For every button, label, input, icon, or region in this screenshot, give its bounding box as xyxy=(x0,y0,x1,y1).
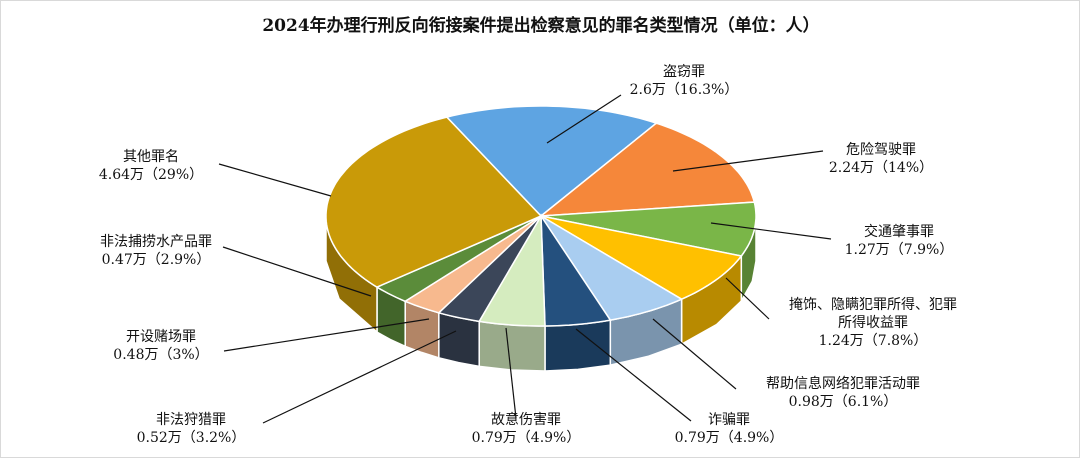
leader-line xyxy=(575,328,692,422)
category-label: 掩饰、隐瞒犯罪所得、犯罪所得收益罪 xyxy=(789,297,957,331)
slice-side xyxy=(478,320,546,372)
category-label: 非法捕捞水产品罪 xyxy=(100,234,212,250)
leader-line xyxy=(262,330,457,424)
category-label: 交通肇事罪 xyxy=(864,224,934,240)
slice xyxy=(375,215,542,303)
category-label: 帮助信息网络犯罪活动罪 xyxy=(766,376,920,392)
slice xyxy=(540,201,757,257)
chart-title: 2024年办理行刑反向衔接案件提出检察意见的罪名类型情况（单位：人） xyxy=(262,16,820,36)
value-label: 0.48万（3%） xyxy=(113,347,209,363)
category-label: 非法狩猎罪 xyxy=(156,412,226,428)
data-label: 盗窃罪 2.6万（16.3%） xyxy=(630,63,739,99)
slice xyxy=(540,213,612,327)
leader-line xyxy=(672,150,824,172)
category-label: 开设赌场罪 xyxy=(125,329,196,345)
category-label: 其他罪名 xyxy=(122,149,179,165)
category-label: 诈骗罪 xyxy=(708,412,750,428)
slice xyxy=(540,215,743,301)
value-label: 0.79万（4.9%） xyxy=(674,430,784,446)
value-label: 0.98万（6.1%） xyxy=(788,394,898,410)
data-label: 诈骗罪 0.79万（4.9%） xyxy=(675,411,784,447)
category-label: 故意伤害罪 xyxy=(491,412,561,428)
leader-line xyxy=(725,277,770,320)
leader-line xyxy=(218,163,332,197)
leader-line xyxy=(546,94,622,144)
data-label: 非法捕捞水产品罪 0.47万（2.9%） xyxy=(100,233,212,269)
leader-line xyxy=(222,246,372,297)
data-label: 故意伤害罪 0.79万（4.9%） xyxy=(472,411,581,447)
slice xyxy=(437,215,542,323)
data-label: 非法狩猎罪 0.52万（3.2%） xyxy=(137,411,246,447)
slice-side xyxy=(544,319,612,372)
value-label: 4.64万（29%） xyxy=(98,167,204,183)
data-label: 掩饰、隐瞒犯罪所得、犯罪所得收益罪 1.24万（7.8%） xyxy=(788,296,958,350)
leader-line xyxy=(223,318,430,352)
value-label: 2.24万（14%） xyxy=(828,160,934,176)
slice xyxy=(477,213,546,327)
slice xyxy=(538,122,756,217)
slice xyxy=(445,105,658,218)
value-label: 1.27万（7.9%） xyxy=(844,242,954,258)
leader-line xyxy=(710,222,832,240)
data-label: 交通肇事罪 1.27万（7.9%） xyxy=(845,223,954,259)
category-label: 危险驾驶罪 xyxy=(845,142,916,158)
slice xyxy=(403,215,542,314)
data-label: 危险驾驶罪 2.24万（14%） xyxy=(829,141,933,177)
category-label: 盗窃罪 xyxy=(663,64,705,80)
data-label: 帮助信息网络犯罪活动罪 0.98万（6.1%） xyxy=(766,375,920,411)
data-label: 开设赌场罪 0.48万（3%） xyxy=(113,328,208,364)
value-label: 1.24万（7.8%） xyxy=(818,333,928,349)
value-label: 0.47万（2.9%） xyxy=(101,252,211,268)
data-label: 其他罪名 4.64万（29%） xyxy=(99,148,203,184)
leader-line xyxy=(505,327,517,419)
value-label: 0.52万（3.2%） xyxy=(136,430,246,446)
value-label: 0.79万（4.9%） xyxy=(471,430,581,446)
slice xyxy=(540,215,684,321)
slice xyxy=(325,116,543,288)
value-label: 2.6万（16.3%） xyxy=(629,82,739,98)
leader-line xyxy=(652,318,737,390)
